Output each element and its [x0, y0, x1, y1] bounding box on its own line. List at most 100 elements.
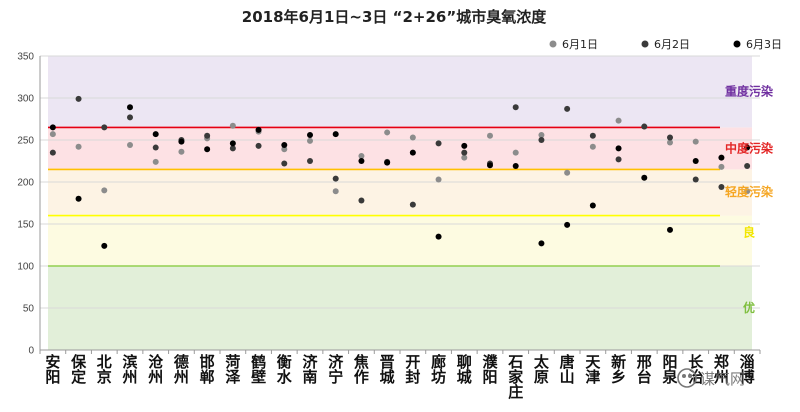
data-point-3 — [255, 126, 262, 133]
y-tick-label: 350 — [17, 52, 34, 63]
data-point-3 — [358, 158, 365, 164]
x-tick-label: 菏泽 — [225, 353, 240, 386]
axes — [39, 56, 761, 354]
data-point-3 — [667, 226, 673, 233]
y-tick-label: 300 — [17, 94, 34, 105]
data-point-1 — [384, 129, 391, 136]
data-point-2 — [615, 156, 622, 163]
data-point-2 — [101, 124, 108, 131]
data-point-1 — [101, 187, 108, 194]
legend: 6月1日 6月2日 6月3日 — [549, 38, 782, 51]
data-point-3 — [204, 146, 211, 153]
legend-marker — [733, 40, 741, 48]
x-tick-label: 开封 — [405, 353, 420, 386]
data-point-2 — [744, 163, 751, 170]
data-point-1 — [435, 176, 442, 183]
band-label: 轻度污染 — [725, 184, 774, 199]
y-tick-label: 50 — [23, 304, 35, 315]
data-point-3 — [744, 144, 751, 151]
data-points — [49, 95, 751, 249]
data-point-2 — [409, 201, 416, 208]
pollution-bands — [48, 56, 752, 350]
x-tick-label: 滨州 — [121, 353, 137, 386]
band-3 — [48, 127, 752, 170]
data-point-2 — [718, 184, 725, 191]
y-tick-label: 100 — [17, 262, 34, 273]
x-tick-label: 淄博 — [740, 353, 755, 386]
data-point-1 — [409, 134, 416, 141]
data-point-1 — [358, 152, 365, 159]
data-point-3 — [49, 124, 56, 131]
data-point-3 — [589, 202, 596, 209]
data-point-3 — [461, 142, 468, 149]
data-point-1 — [75, 143, 82, 150]
data-point-1 — [307, 137, 313, 144]
y-tick-label: 150 — [17, 220, 34, 231]
data-point-1 — [744, 188, 751, 195]
data-point-2 — [152, 144, 159, 151]
data-point-1 — [615, 117, 622, 124]
data-point-1 — [461, 154, 468, 161]
data-point-3 — [152, 131, 159, 138]
x-tick-label: 阳泉 — [661, 353, 678, 386]
data-point-3 — [564, 221, 571, 228]
data-point-3 — [178, 138, 185, 145]
data-point-3 — [281, 142, 288, 149]
legend-marker — [549, 40, 557, 48]
x-tick-label: 天津 — [585, 353, 601, 386]
data-point-2 — [75, 95, 82, 102]
data-point-2 — [589, 132, 596, 139]
data-point-1 — [178, 148, 185, 155]
x-tick-labels: 安阳保定北京滨州沧州德州邯郸菏泽鹤壁衡水济南济宁焦作晋城开封廊坊聊城濮阳石家庄太… — [45, 353, 754, 401]
band-label: 中度污染 — [725, 140, 774, 155]
data-point-1 — [332, 188, 339, 195]
legend-marker — [641, 40, 649, 48]
x-tick-label: 郑州 — [713, 353, 729, 386]
x-tick-label: 晋城 — [380, 353, 395, 386]
x-tick-label: 保定 — [70, 353, 87, 386]
data-point-2 — [564, 105, 571, 112]
band-1 — [48, 215, 752, 266]
data-point-3 — [692, 158, 699, 164]
x-tick-label: 濮阳 — [482, 353, 498, 386]
x-tick-label: 济南 — [302, 353, 318, 386]
data-point-2 — [281, 160, 288, 167]
x-tick-label: 新乡 — [611, 353, 626, 386]
data-point-1 — [667, 139, 673, 146]
watermark: 谋气网 — [677, 368, 745, 388]
band-2 — [48, 169, 752, 216]
band-4 — [48, 56, 752, 128]
data-point-2 — [667, 134, 673, 141]
band-label: 重度污染 — [725, 83, 774, 98]
data-point-2 — [538, 137, 545, 143]
x-tick-label: 邢台 — [636, 353, 652, 386]
x-tick-label: 焦作 — [353, 353, 369, 386]
x-tick-label: 衡水 — [277, 353, 293, 386]
legend-label: 6月1日 — [562, 38, 598, 51]
threshold-lines — [48, 126, 720, 267]
data-point-3 — [435, 233, 442, 240]
x-tick-label: 沧州 — [147, 353, 163, 386]
data-point-2 — [435, 140, 442, 147]
data-point-3 — [718, 154, 725, 161]
chart-title: 2018年6月1日~3日 “2+26”城市臭氧浓度 — [242, 8, 547, 26]
x-tick-label: 太原 — [534, 353, 550, 386]
data-point-3 — [332, 131, 339, 138]
x-tick-label: 北京 — [97, 353, 112, 386]
data-point-1 — [512, 149, 519, 156]
x-tick-label: 安阳 — [45, 353, 60, 386]
band-label: 良 — [743, 224, 755, 239]
data-point-2 — [332, 175, 339, 182]
x-tick-label: 济宁 — [328, 353, 344, 386]
data-point-1 — [152, 158, 159, 165]
y-tick-labels: 0 50 100 150 200 250 300 350 — [17, 52, 34, 357]
data-point-3 — [512, 163, 519, 170]
data-point-2 — [49, 149, 56, 156]
data-point-3 — [409, 149, 416, 156]
data-point-3 — [487, 162, 493, 169]
y-tick-label: 200 — [17, 178, 34, 189]
x-tick-label: 廊坊 — [431, 353, 446, 386]
watermark-logo-icon — [677, 368, 697, 388]
data-point-1 — [589, 143, 596, 150]
